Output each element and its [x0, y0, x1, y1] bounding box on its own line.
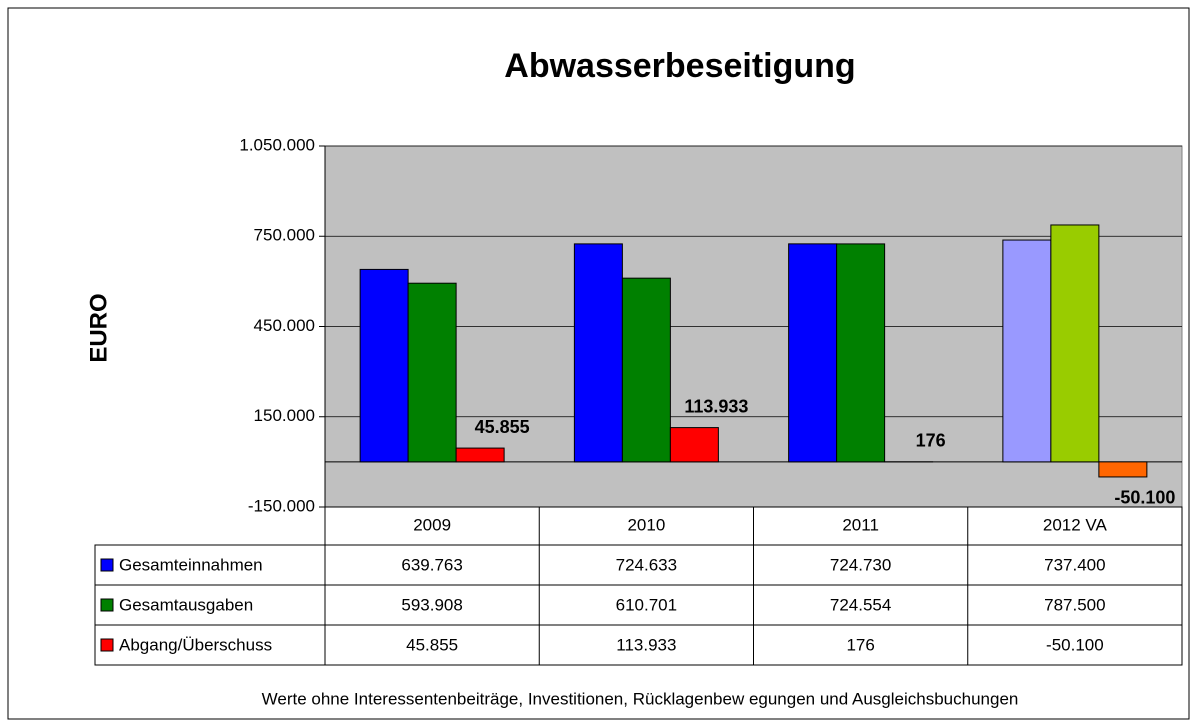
legend-swatch — [100, 638, 114, 652]
legend-label: Gesamteinnahmen — [119, 555, 263, 574]
bar — [455, 447, 505, 463]
legend-swatch — [100, 598, 114, 612]
table-cell: 639.763 — [401, 555, 462, 574]
data-label: -50.100 — [1114, 488, 1175, 508]
y-tick-label: 750.000 — [254, 226, 315, 245]
data-label: 45.855 — [475, 417, 530, 437]
table-cell: 610.701 — [616, 595, 677, 614]
bar — [621, 277, 671, 463]
data-label: 176 — [916, 431, 946, 451]
bar — [407, 282, 457, 463]
y-axis-label: EURO — [85, 293, 112, 362]
table-cell: 113.933 — [616, 635, 676, 654]
bar — [573, 243, 623, 463]
table-cell: 724.633 — [616, 555, 677, 574]
legend-swatch — [100, 558, 114, 572]
y-tick-label: 150.000 — [254, 406, 315, 425]
bar — [1002, 239, 1052, 463]
chart-title: Abwasserbeseitigung — [504, 47, 855, 85]
bar — [788, 243, 838, 463]
data-label: 113.933 — [684, 396, 748, 416]
table-cell: 787.500 — [1044, 595, 1105, 614]
table-cell: 45.855 — [406, 635, 458, 654]
y-tick-label: -150.000 — [248, 496, 315, 515]
bar — [1050, 224, 1100, 463]
x-tick-label: 2010 — [627, 515, 665, 534]
x-tick-label: 2011 — [842, 515, 879, 534]
table-cell: 176 — [846, 635, 874, 654]
bar — [1098, 461, 1148, 478]
table-cell: 724.730 — [830, 555, 891, 574]
table-cell: -50.100 — [1046, 635, 1104, 654]
legend-label: Gesamtausgaben — [119, 595, 253, 614]
x-tick-label: 2009 — [413, 515, 451, 534]
y-tick-label: 1.050.000 — [239, 135, 315, 154]
table-cell: 593.908 — [401, 595, 462, 614]
table-cell: 724.554 — [830, 595, 891, 614]
table-frame — [94, 544, 1183, 666]
bar — [359, 268, 409, 463]
table-cell: 737.400 — [1044, 555, 1105, 574]
bar — [836, 243, 886, 463]
legend-label: Abgang/Überschuss — [119, 635, 272, 654]
bar — [669, 427, 719, 463]
y-tick-label: 450.000 — [254, 316, 315, 335]
x-tick-label: 2012 VA — [1043, 515, 1108, 534]
footnote: Werte ohne Interessentenbeiträge, Invest… — [262, 689, 1019, 708]
